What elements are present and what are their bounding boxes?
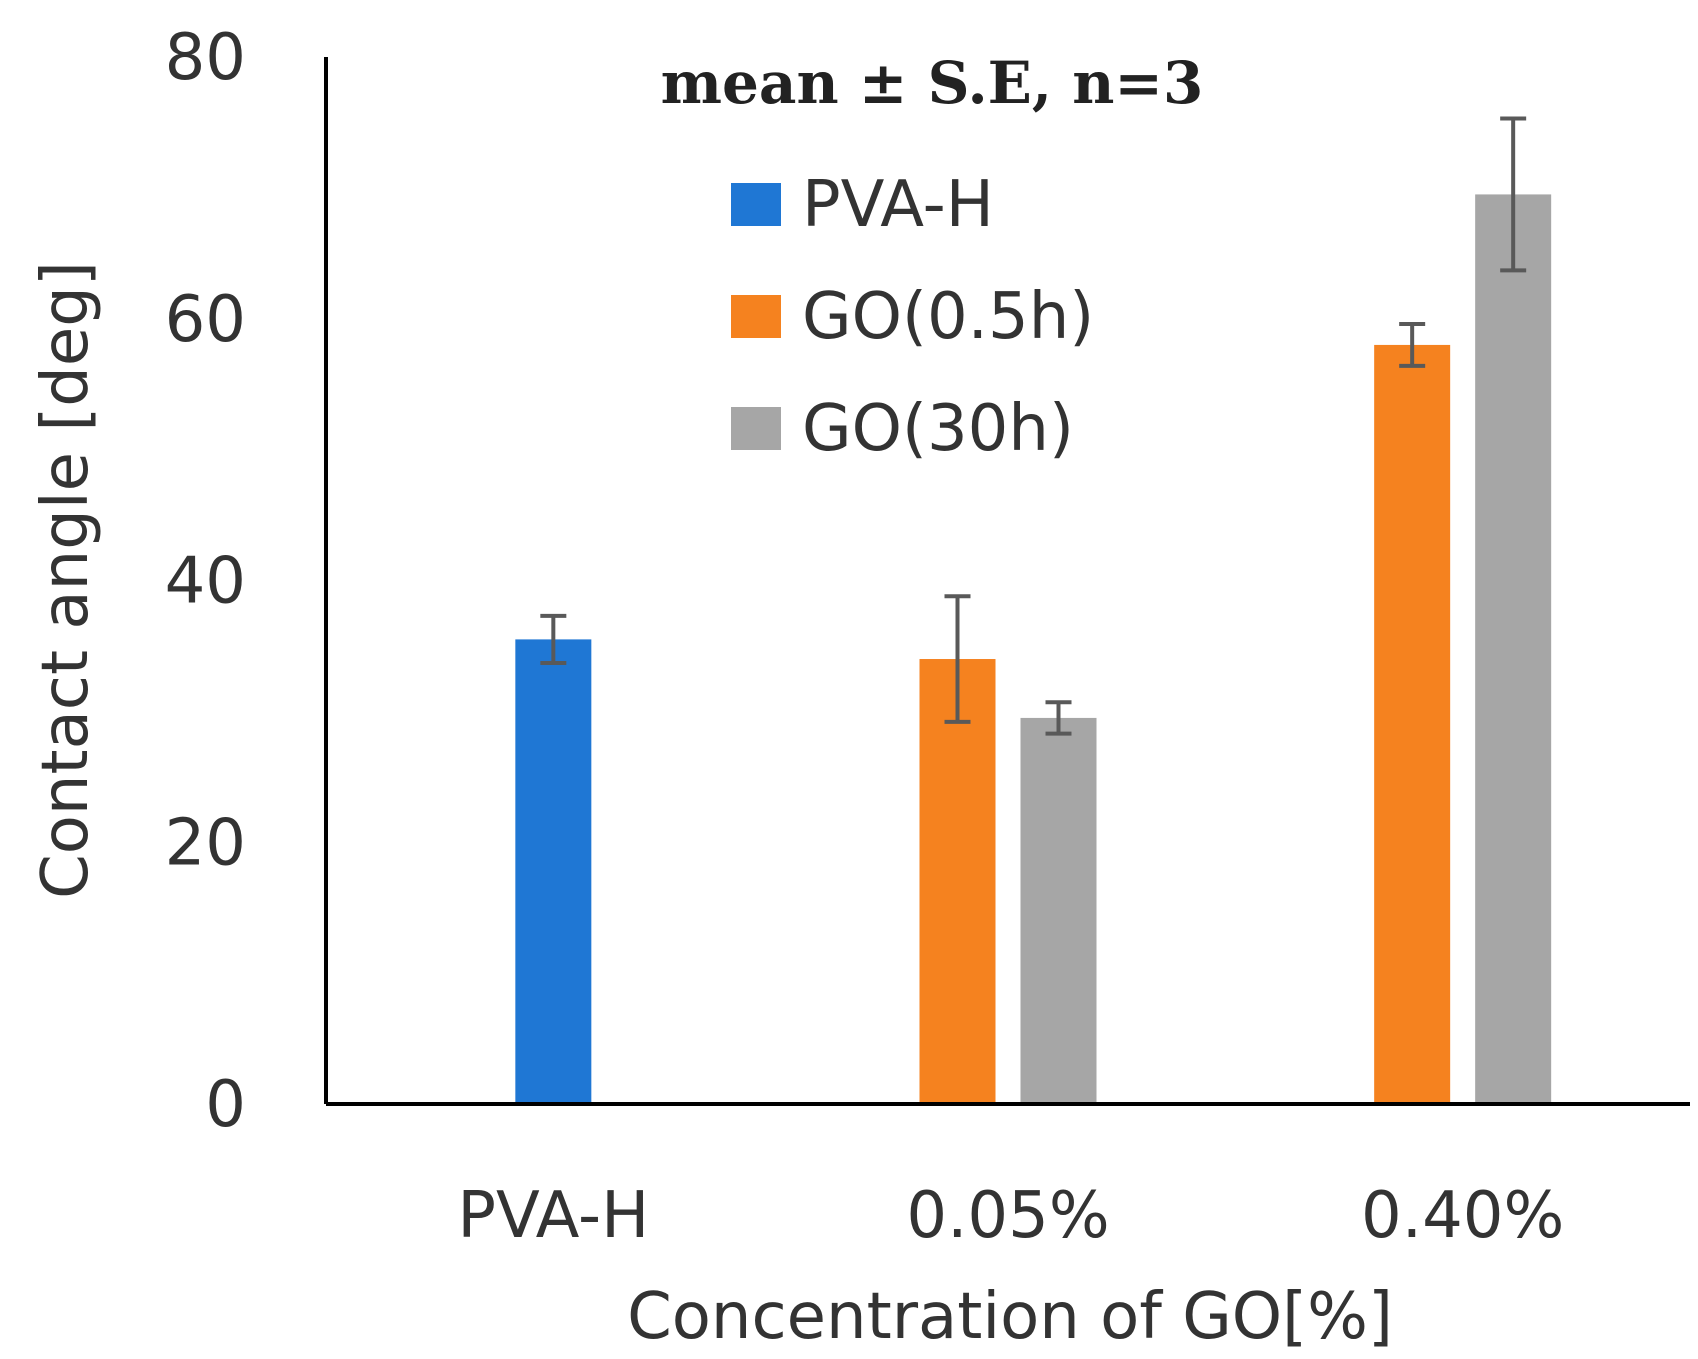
legend-item: GO(0.5h) <box>731 280 1094 354</box>
y-tick-label: 40 <box>165 545 246 619</box>
bar-go-0-5h--0-05- <box>919 659 996 1104</box>
legend-label: GO(30h) <box>802 392 1074 466</box>
bar-go-30h--0-40- <box>1475 194 1552 1104</box>
y-tick-label: 60 <box>165 283 246 357</box>
legend-item: PVA-H <box>731 168 994 242</box>
bar-pva-h-pva-h <box>515 639 592 1104</box>
x-axis-title: Concentration of GO[%] <box>627 1280 1393 1354</box>
legend-swatch <box>731 407 781 450</box>
bar-go-30h--0-05- <box>1020 717 1097 1104</box>
error-bar <box>540 613 567 665</box>
error-bar <box>944 594 971 724</box>
y-tick-label: 80 <box>165 21 246 95</box>
x-axis-ticks: PVA-H 0.05% 0.40% <box>457 1179 1564 1253</box>
legend: PVA-H GO(0.5h) GO(30h) <box>731 168 1094 466</box>
error-bar <box>1045 700 1072 736</box>
bars <box>515 194 1552 1104</box>
error-bars <box>540 116 1527 736</box>
y-axis-ticks: 0 20 40 60 80 <box>165 21 246 1142</box>
error-bar <box>1500 116 1527 273</box>
legend-swatch <box>731 183 781 226</box>
legend-swatch <box>731 295 781 338</box>
error-bar <box>1399 321 1426 368</box>
x-tick-label: 0.05% <box>906 1179 1109 1253</box>
y-axis-title: Contact angle [deg] <box>29 261 103 899</box>
y-tick-label: 0 <box>205 1068 246 1142</box>
x-tick-label: 0.40% <box>1361 1179 1564 1253</box>
stat-annotation: mean ± S.E, n=3 <box>661 49 1204 117</box>
legend-label: PVA-H <box>802 168 994 242</box>
legend-item: GO(30h) <box>731 392 1074 466</box>
y-tick-label: 20 <box>165 806 246 880</box>
bar-go-0-5h--0-40- <box>1374 344 1451 1104</box>
x-tick-label: PVA-H <box>457 1179 649 1253</box>
legend-label: GO(0.5h) <box>802 280 1094 354</box>
